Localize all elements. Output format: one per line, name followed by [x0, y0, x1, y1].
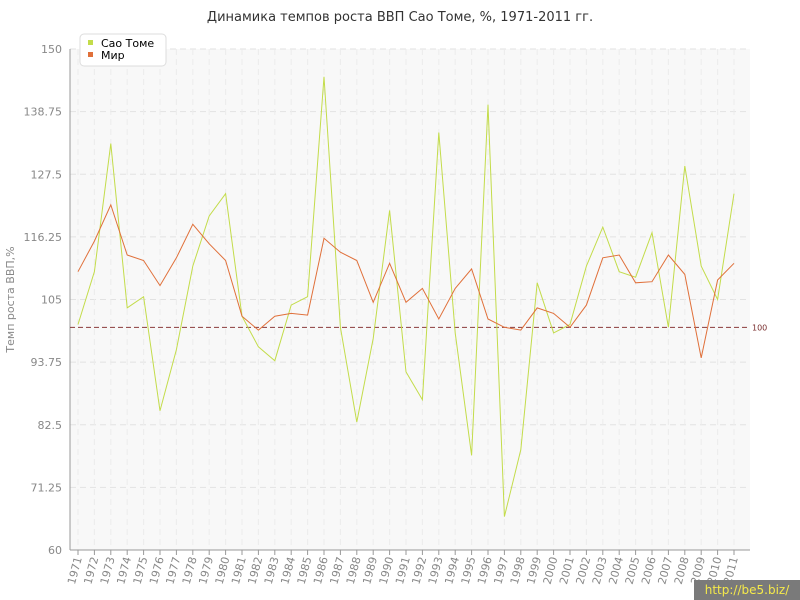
reference-line-group: 100 — [70, 323, 767, 332]
y-tick-label: 105 — [41, 294, 62, 307]
series-line-0 — [77, 76, 735, 517]
legend-box — [79, 33, 167, 67]
y-tick-label: 60 — [48, 544, 62, 557]
y-tick-label: 127.5 — [31, 168, 63, 181]
legend-label-world: Мир — [101, 49, 125, 62]
legend-label-sao-tome: Сао Томе — [101, 37, 154, 50]
legend: Сао Томе Мир — [79, 33, 167, 67]
y-tick-label: 82.5 — [38, 419, 63, 432]
series-group — [77, 76, 735, 517]
y-tick-label: 93.75 — [31, 356, 63, 369]
y-tick-label: 71.25 — [31, 481, 63, 494]
y-tick-label: 116.25 — [24, 231, 63, 244]
watermark[interactable]: http://be5.biz/ — [694, 580, 800, 600]
y-tick-label: 150 — [41, 43, 62, 56]
y-axis-label: Темп роста ВВП,% — [4, 246, 17, 353]
legend-swatch-world — [88, 52, 93, 57]
series-line-1 — [77, 203, 735, 359]
legend-swatch-sao-tome — [88, 40, 93, 45]
reference-line-label: 100 — [752, 323, 767, 332]
y-tick-label: 138.75 — [24, 106, 63, 119]
chart-title: Динамика темпов роста ВВП Сао Томе, %, 1… — [206, 10, 594, 25]
